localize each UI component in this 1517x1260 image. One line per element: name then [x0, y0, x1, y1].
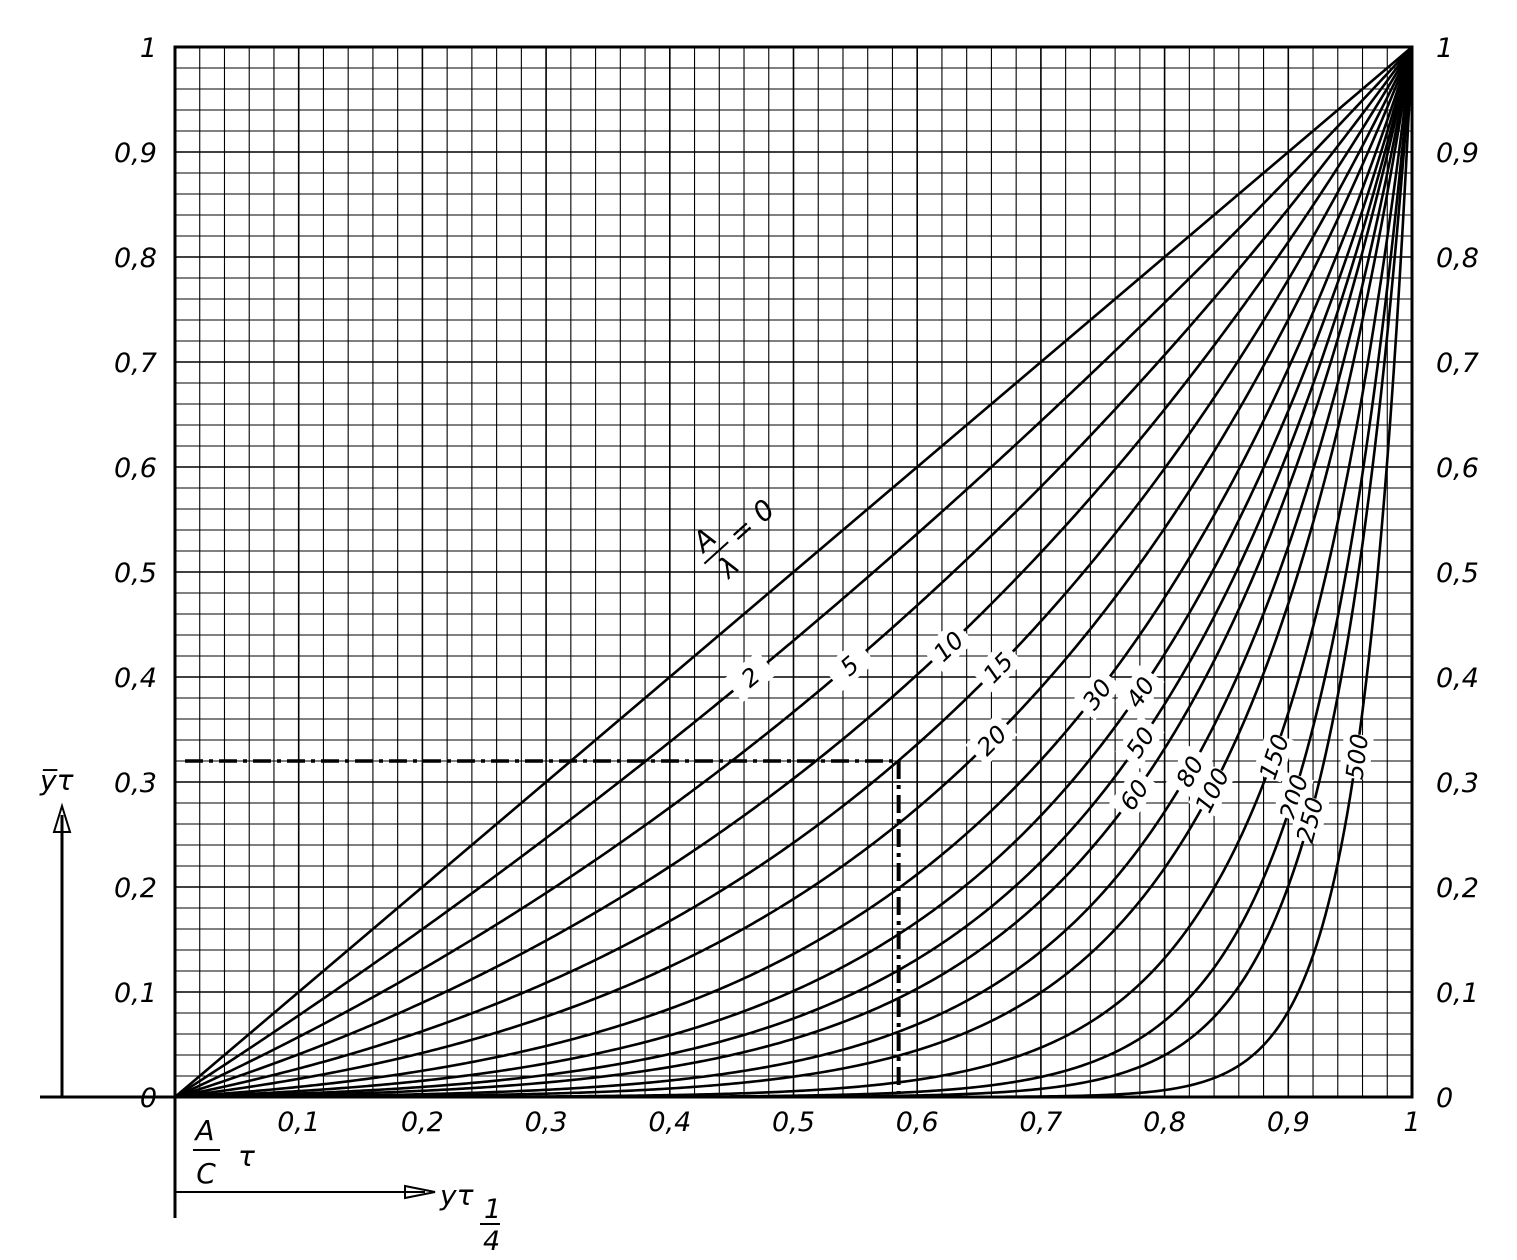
curves: [174, 46, 1414, 1099]
reference-lines: [185, 759, 901, 1092]
y-tick-left: 1: [140, 33, 157, 64]
curve-label-bg: [965, 713, 1018, 767]
x-axis-frac-den: 4: [483, 1226, 500, 1257]
x-tick: 0,7: [1019, 1107, 1062, 1138]
y-tick-right: 0,2: [1436, 873, 1479, 904]
x-axis-indicator: A C τ yτ 1 4: [173, 1097, 501, 1257]
x-axis-frac-num: 1: [484, 1194, 501, 1225]
curve-label-group: 30: [1071, 667, 1122, 721]
x-tick: 0,9: [1267, 1107, 1310, 1138]
plot-frame: [173, 45, 1414, 1099]
curve-label-bg: [1071, 667, 1122, 721]
curve-label-bg: [1289, 794, 1330, 845]
y-tick-right: 0: [1436, 1083, 1453, 1114]
series-line-50: [174, 46, 1414, 1099]
y-tick-right: 0,6: [1436, 453, 1479, 484]
x-tick: 0,8: [1143, 1107, 1186, 1138]
y-axis-arrow-head: [52, 802, 72, 833]
series-line-30: [174, 46, 1414, 1099]
y-tick-right: 0,4: [1436, 663, 1479, 694]
curve-label-group: 500: [1338, 732, 1374, 781]
curve-label: 500: [1340, 732, 1374, 781]
x-tick: 0,3: [525, 1107, 568, 1138]
y-tick-right: 0,7: [1436, 348, 1479, 379]
y-tick-right: 1: [1436, 33, 1453, 64]
series-line-0: [174, 46, 1413, 1098]
x-tick: 0,6: [896, 1107, 939, 1138]
y-tick-left: 0,9: [114, 138, 157, 169]
curve-label-bg: [1338, 732, 1374, 781]
x-tick: 1: [1403, 1107, 1420, 1138]
series-line-10: [174, 46, 1414, 1099]
y-tick-right: 0,1: [1436, 978, 1479, 1009]
curve-label-bg: [971, 641, 1024, 694]
y-tick-left: 0,4: [114, 663, 157, 694]
y-tick-right: 0,3: [1436, 768, 1479, 799]
curve-label-bg: [1188, 763, 1235, 817]
x-tick: 0,1: [277, 1107, 320, 1138]
param-label-eq: = 0: [722, 493, 781, 551]
curve-label-bg: [1108, 767, 1159, 822]
curve-label-bg: [1252, 731, 1295, 783]
curve-label-bg: [921, 619, 975, 673]
series-line-20: [174, 46, 1414, 1099]
curve-label-bg: [1165, 744, 1214, 798]
y-tick-left: 0,5: [114, 558, 157, 589]
curve-label-bg: [1115, 665, 1165, 719]
x-axis-arrow-head: [404, 1184, 436, 1200]
curve-label-bg: [723, 651, 777, 703]
y-tick-right: 0,5: [1436, 558, 1479, 589]
y-tick-right: 0,8: [1436, 243, 1479, 274]
y-tick-left: 0,7: [114, 348, 157, 379]
curve-label-group: 150: [1252, 731, 1295, 783]
x-tick: 0,5: [772, 1107, 815, 1138]
series-line-40: [174, 46, 1414, 1099]
series-line-2: [174, 46, 1413, 1099]
y-axis-indicator: y̅τ: [39, 764, 175, 1099]
x-label-num: A: [193, 1114, 214, 1147]
series-line-60: [174, 46, 1414, 1099]
series-line-15: [174, 46, 1414, 1099]
x-tick: 0,4: [648, 1107, 691, 1138]
curve-label-bg: [1115, 715, 1165, 769]
y-tick-left: 0,1: [114, 978, 157, 1009]
y-tick-left: 0,2: [114, 873, 157, 904]
y-tick-left: 0,3: [114, 768, 157, 799]
series-line-5: [174, 46, 1414, 1099]
param-label-bar: [703, 541, 729, 565]
tick-labels: 00,10,20,30,40,50,60,70,80,9100,10,20,30…: [114, 33, 1479, 1138]
curve-label-group: 40: [1115, 665, 1165, 719]
y-tick-right: 0,9: [1436, 138, 1479, 169]
x-tick: 0,2: [401, 1107, 444, 1138]
y-tick-left: 0,6: [114, 453, 157, 484]
x-label-den: C: [196, 1157, 216, 1190]
x-label-tau: τ: [238, 1140, 255, 1173]
y-tick-left: 0,8: [114, 243, 157, 274]
x-axis-arrow-label: yτ: [439, 1179, 474, 1212]
param-label: A λ = 0: [685, 493, 781, 586]
y-axis-label: y̅τ: [39, 764, 74, 797]
curve-label-bg: [822, 639, 876, 692]
